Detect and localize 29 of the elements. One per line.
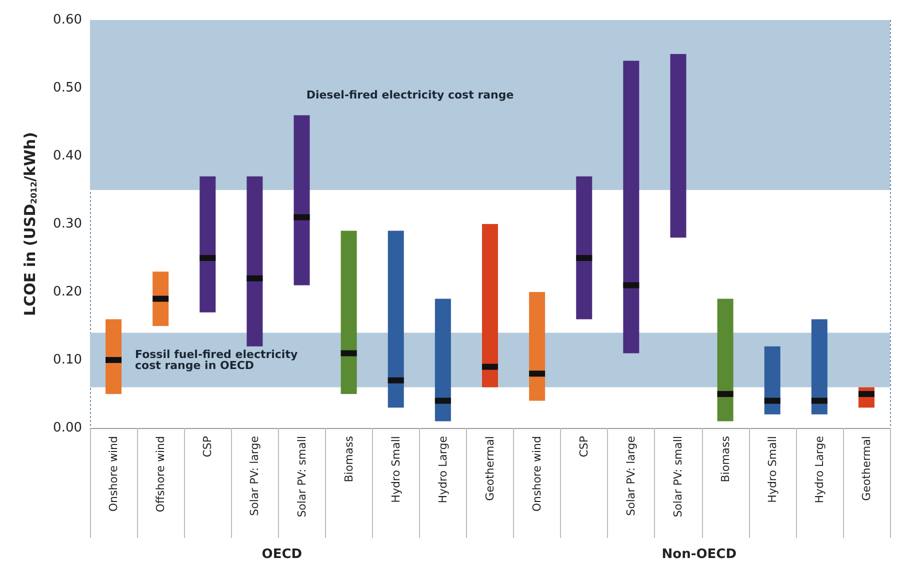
x-tick-label: Solar PV: large bbox=[248, 436, 262, 516]
y-tick-label: 0.50 bbox=[53, 80, 82, 96]
x-tick-label: Solar PV: small bbox=[672, 436, 685, 518]
x-tick-label: Hydro Large bbox=[436, 436, 450, 504]
text: OECD bbox=[262, 547, 302, 562]
x-tick-label: CSP bbox=[201, 436, 214, 458]
x-tick-label: Solar PV: large bbox=[624, 436, 638, 516]
x-tick-label: Biomass bbox=[342, 436, 356, 482]
x-tick-label: Biomass bbox=[718, 436, 732, 482]
y-tick-label: 0.30 bbox=[53, 216, 82, 232]
y-tick-label: 0.60 bbox=[53, 12, 82, 28]
x-tick-label: Solar PV: small bbox=[295, 436, 308, 518]
x-tick-label: Geothermal bbox=[860, 436, 873, 501]
x-tick-label: Hydro Large bbox=[812, 436, 826, 504]
x-tick-label: Offshore wind bbox=[154, 436, 168, 512]
x-tick-label: Onshore wind bbox=[107, 436, 120, 512]
x-tick-label: Hydro Small bbox=[766, 436, 779, 503]
y-tick-label: 0.40 bbox=[53, 148, 82, 164]
x-tick-label: Geothermal bbox=[484, 436, 496, 501]
x-tick-label: CSP bbox=[578, 436, 591, 458]
x-tick-label: Onshore wind bbox=[530, 436, 544, 512]
text: Non-OECD bbox=[662, 547, 737, 562]
y-axis-title: LCOE in (USD2012/kWh) bbox=[21, 132, 39, 316]
y-tick-label: 0.00 bbox=[53, 420, 82, 436]
y-tick-label: 0.10 bbox=[53, 352, 82, 368]
band-label: Fossil fuel-fired electricity cost range in OECD bbox=[135, 348, 302, 372]
x-tick-label: Hydro Small bbox=[389, 436, 402, 503]
band-label: Diesel-fired electricity cost range bbox=[306, 88, 514, 102]
y-tick-label: 0.20 bbox=[53, 284, 82, 300]
